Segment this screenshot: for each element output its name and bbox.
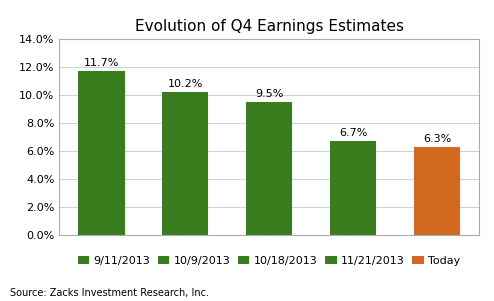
- Bar: [330, 141, 376, 235]
- Text: 10.2%: 10.2%: [167, 79, 203, 89]
- Bar: [162, 92, 208, 235]
- Bar: [246, 102, 292, 235]
- Text: 11.7%: 11.7%: [84, 58, 119, 69]
- Title: Evolution of Q4 Earnings Estimates: Evolution of Q4 Earnings Estimates: [135, 19, 404, 34]
- Text: 9.5%: 9.5%: [255, 89, 284, 99]
- Text: 6.3%: 6.3%: [423, 134, 451, 144]
- Text: 6.7%: 6.7%: [339, 128, 368, 138]
- Bar: [414, 147, 460, 235]
- Bar: [79, 71, 124, 235]
- Legend: 9/11/2013, 10/9/2013, 10/18/2013, 11/21/2013, Today: 9/11/2013, 10/9/2013, 10/18/2013, 11/21/…: [78, 256, 460, 266]
- Text: Source: Zacks Investment Research, Inc.: Source: Zacks Investment Research, Inc.: [10, 288, 209, 298]
